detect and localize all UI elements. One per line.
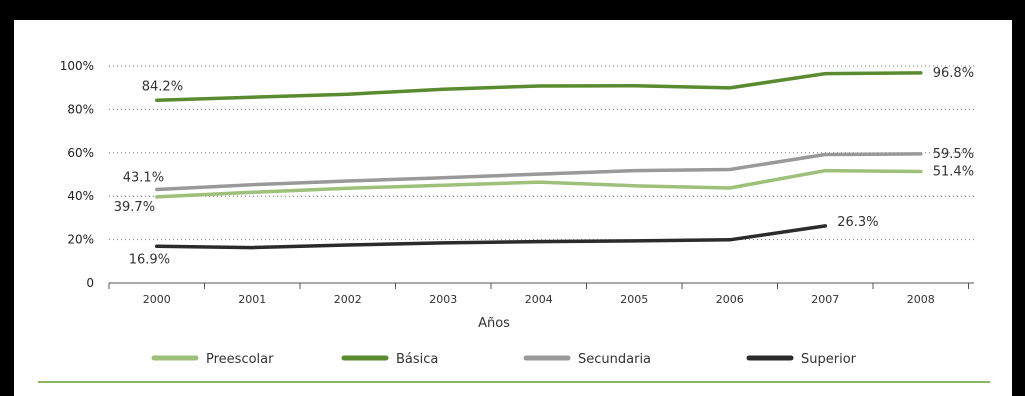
x-tick-label: 2006 bbox=[716, 293, 744, 306]
x-tick-label: 2007 bbox=[811, 293, 839, 306]
x-tick-label: 2002 bbox=[334, 293, 362, 306]
series-line-preescolar bbox=[155, 168, 923, 199]
data-label: 39.7% bbox=[114, 200, 155, 215]
series-line-secundaria bbox=[155, 152, 923, 192]
series-line-superior bbox=[155, 224, 828, 250]
legend-item: Secundaria bbox=[523, 352, 651, 367]
legend-label: Superior bbox=[801, 352, 857, 367]
data-label: 51.4% bbox=[933, 164, 974, 179]
legend-item: Superior bbox=[746, 352, 857, 367]
y-axis-ticks: 0 20% 40% 60% 80% 100% bbox=[60, 59, 94, 290]
chart-frame: 0 20% 40% 60% 80% 100% 2000 2001 2002 2003 2004 20… bbox=[14, 20, 1012, 396]
legend-label: Preescolar bbox=[206, 352, 274, 367]
y-tick-label: 40% bbox=[67, 189, 94, 203]
y-tick-label: 20% bbox=[67, 233, 94, 247]
x-tick-label: 2000 bbox=[143, 293, 171, 306]
data-label: 26.3% bbox=[837, 215, 878, 230]
grid-lines bbox=[109, 65, 974, 241]
y-tick-label: 0 bbox=[86, 276, 94, 290]
legend-label: Básica bbox=[396, 352, 438, 367]
x-tick-label: 2003 bbox=[429, 293, 457, 306]
data-label: 96.8% bbox=[933, 66, 974, 81]
series-line-basica bbox=[155, 71, 923, 103]
data-label: 59.5% bbox=[933, 147, 974, 162]
legend-label: Secundaria bbox=[578, 352, 651, 367]
y-tick-label: 80% bbox=[67, 102, 94, 116]
data-label: 84.2% bbox=[142, 79, 183, 94]
data-label: 43.1% bbox=[123, 170, 164, 185]
data-labels: 84.2% 96.8% 43.1% 59.5% 39.7% 51.4% 16.9% 26.3% bbox=[114, 66, 974, 267]
legend-item: Básica bbox=[341, 352, 438, 367]
x-axis-label: Años bbox=[478, 316, 510, 331]
series-lines bbox=[155, 71, 923, 250]
x-tick-label: 2004 bbox=[525, 293, 553, 306]
x-axis: 2000 2001 2002 2003 2004 2005 2006 2007 2008 bbox=[108, 282, 974, 306]
data-label: 16.9% bbox=[129, 252, 170, 267]
legend: Preescolar Básica Secundaria Superior bbox=[151, 352, 857, 367]
legend-item: Preescolar bbox=[151, 352, 274, 367]
x-tick-label: 2005 bbox=[620, 293, 648, 306]
line-chart: 020%40%60%80%100% 2000 2001 2002 2003 2004 20… bbox=[38, 59, 990, 383]
x-tick-label: 2008 bbox=[907, 293, 935, 306]
y-tick-label: 60% bbox=[67, 146, 94, 160]
y-tick-label: 100% bbox=[60, 59, 94, 73]
x-tick-label: 2001 bbox=[238, 293, 266, 306]
